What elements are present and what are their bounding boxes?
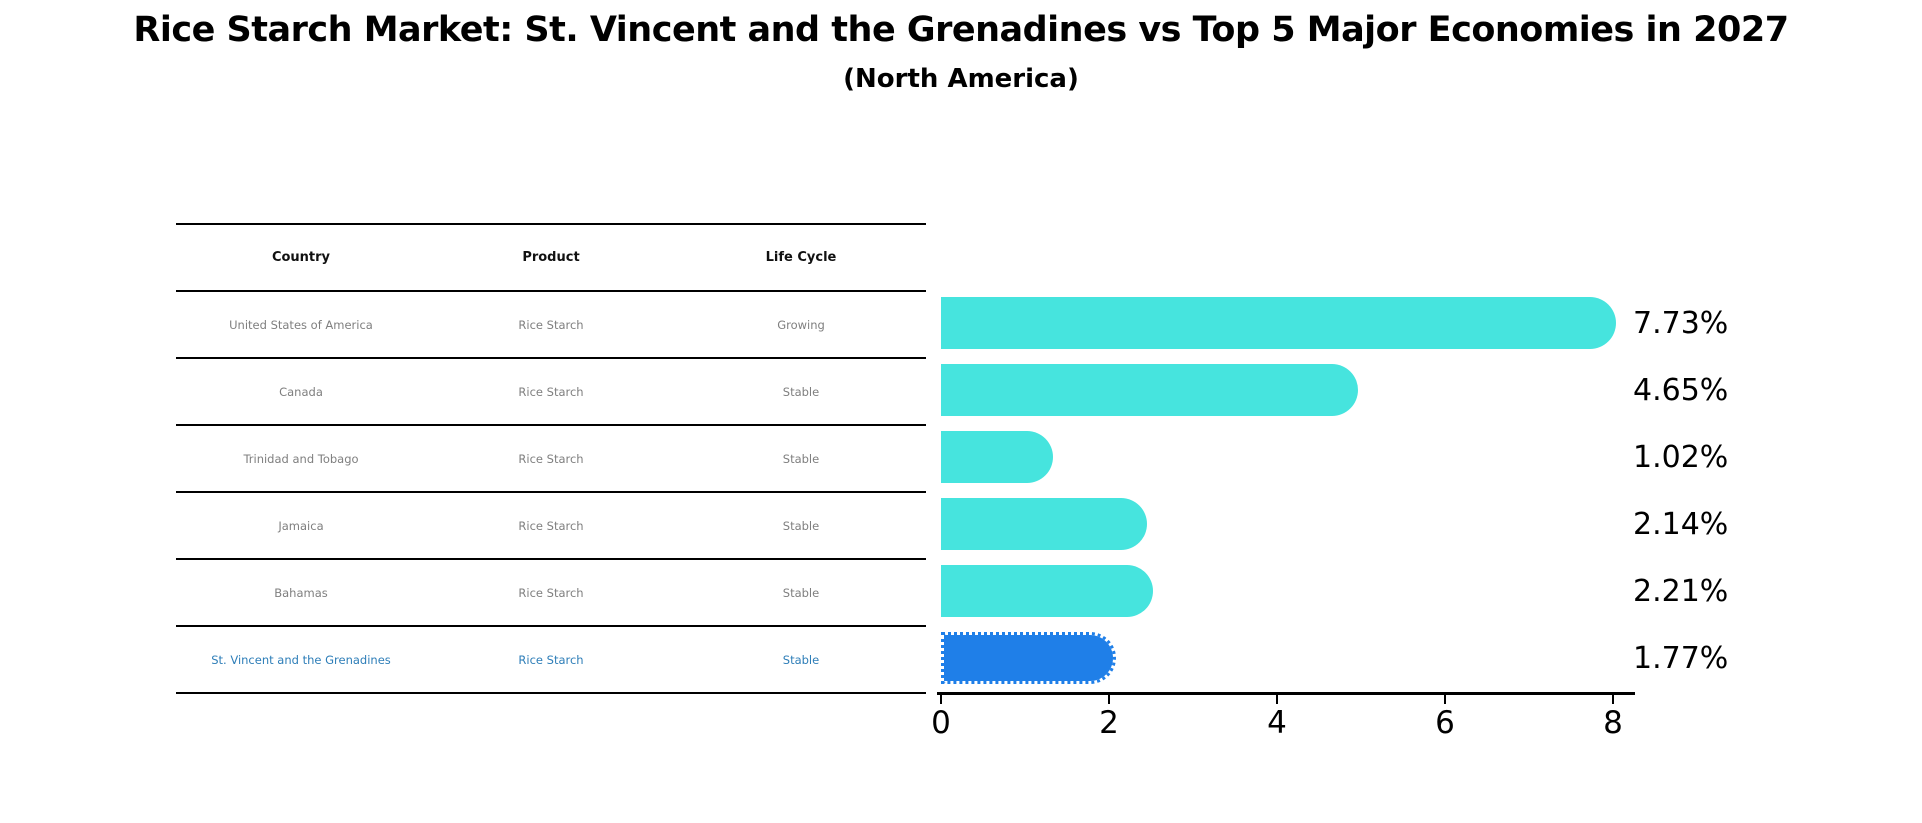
value-label: 7.73%	[1633, 306, 1729, 341]
product-cell: Rice Starch	[426, 492, 676, 560]
country-cell: St. Vincent and the Grenadines	[176, 626, 426, 694]
product-cell: Rice Starch	[426, 291, 676, 359]
bar-row: 1.02%	[941, 424, 1728, 491]
table-row: Bahamas Rice Starch Stable	[176, 559, 926, 627]
value-label: 1.77%	[1633, 641, 1729, 676]
value-label: 2.21%	[1633, 574, 1729, 609]
x-axis-tick	[1276, 695, 1278, 704]
chart-subtitle: (North America)	[843, 64, 1079, 94]
table-row: Jamaica Rice Starch Stable	[176, 492, 926, 560]
value-label: 4.65%	[1633, 373, 1729, 408]
table-header-product: Product	[426, 223, 676, 292]
x-axis-line	[937, 692, 1635, 695]
x-axis-tick-label: 0	[931, 705, 951, 741]
x-axis-tick-label: 8	[1603, 705, 1623, 741]
x-axis-tick	[1108, 695, 1110, 704]
table-header-lifecycle: Life Cycle	[676, 223, 926, 292]
x-axis-tick	[1444, 695, 1446, 704]
value-label: 1.02%	[1633, 440, 1729, 475]
product-cell: Rice Starch	[426, 425, 676, 493]
lifecycle-cell: Stable	[676, 626, 926, 694]
product-cell: Rice Starch	[426, 559, 676, 627]
x-axis-tick	[940, 695, 942, 704]
table-row: Trinidad and Tobago Rice Starch Stable	[176, 425, 926, 493]
chart-title: Rice Starch Market: St. Vincent and the …	[133, 10, 1789, 50]
bar-united-states	[941, 297, 1617, 349]
country-cell: Trinidad and Tobago	[176, 425, 426, 493]
bar-row: 2.21%	[941, 558, 1728, 625]
bar-chart: 7.73% 4.65% 1.02% 2.14% 2.21% 1.77% 0 2 4 6…	[931, 290, 1728, 741]
lifecycle-cell: Stable	[676, 492, 926, 560]
bar-row: 7.73%	[941, 290, 1728, 357]
lifecycle-cell: Stable	[676, 559, 926, 627]
x-axis-tick-label: 2	[1099, 705, 1119, 741]
bar-row: 2.14%	[941, 491, 1728, 558]
bar-trinidad-and-tobago	[941, 431, 1053, 483]
product-cell: Rice Starch	[426, 358, 676, 426]
x-axis-tick-label: 4	[1267, 705, 1287, 741]
value-label: 2.14%	[1633, 507, 1729, 542]
table-row: Canada Rice Starch Stable	[176, 358, 926, 426]
lifecycle-cell: Stable	[676, 358, 926, 426]
x-axis-tick	[1612, 695, 1614, 704]
bar-st-vincent-highlighted	[941, 632, 1116, 684]
bar-row: 4.65%	[941, 357, 1728, 424]
country-cell: United States of America	[176, 291, 426, 359]
lifecycle-cell: Stable	[676, 425, 926, 493]
product-cell: Rice Starch	[426, 626, 676, 694]
bar-jamaica	[941, 498, 1147, 550]
table-row: United States of America Rice Starch Gro…	[176, 291, 926, 359]
bar-row: 1.77%	[941, 625, 1728, 692]
table-header-row: Country Product Life Cycle	[176, 223, 926, 292]
table-row-highlighted: St. Vincent and the Grenadines Rice Star…	[176, 626, 926, 694]
country-cell: Bahamas	[176, 559, 426, 627]
lifecycle-cell: Growing	[676, 291, 926, 359]
bar-bahamas	[941, 565, 1153, 617]
country-cell: Canada	[176, 358, 426, 426]
country-table: Country Product Life Cycle United States…	[176, 223, 926, 694]
country-cell: Jamaica	[176, 492, 426, 560]
bar-canada	[941, 364, 1358, 416]
table-header-country: Country	[176, 223, 426, 292]
x-axis-tick-label: 6	[1435, 705, 1455, 741]
